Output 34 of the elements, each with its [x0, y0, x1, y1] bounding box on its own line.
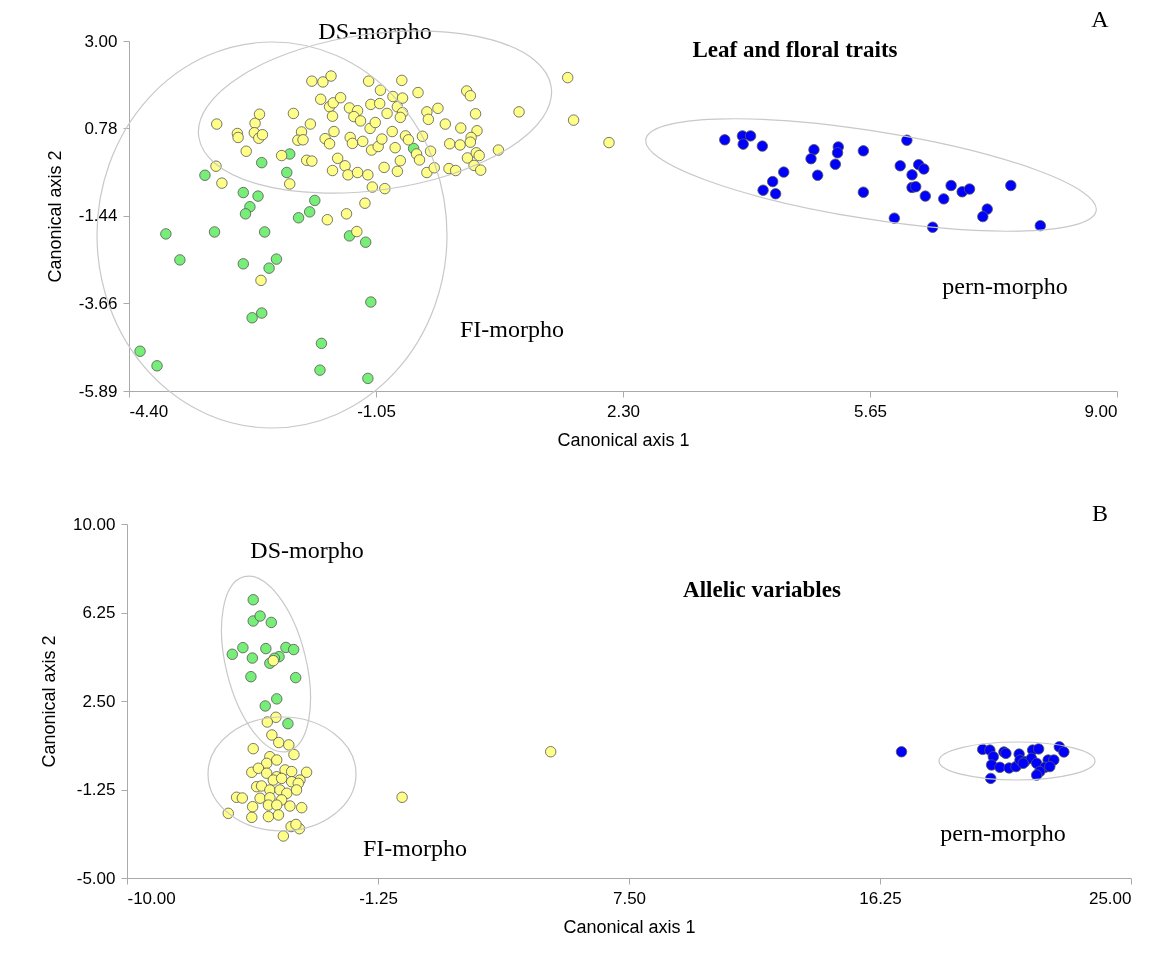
x-tick-label: 5.65 [853, 401, 888, 421]
y-tick-label: -5.00 [76, 868, 116, 888]
y-tick-label: 10.00 [72, 514, 116, 534]
x-axis-title: Canonical axis 1 [557, 429, 690, 450]
annotation: FI-morpho [460, 316, 564, 342]
text: A [1091, 6, 1110, 32]
x-tick-label: 9.00 [1084, 401, 1118, 421]
y-axis-title: Canonical axis 2 [38, 635, 59, 768]
chart-title: Leaf and floral traits [692, 37, 898, 62]
x-axis-title: Canonical axis 1 [563, 916, 696, 937]
annotation: FI-morpho [363, 835, 467, 861]
y-tick-label: 2.50 [82, 691, 116, 711]
x-tick-label: 16.25 [859, 888, 902, 908]
y-tick-label: 3.00 [84, 31, 118, 51]
y-tick-label: -1.25 [76, 780, 116, 799]
annotation: DS-morpho [250, 537, 364, 563]
annotation: pern-morpho [940, 820, 1066, 846]
annotation: pern-morpho [942, 273, 1068, 299]
y-tick-label: -3.66 [78, 293, 118, 313]
y-tick-label: -1.44 [78, 206, 118, 226]
x-tick-label: 7.50 [612, 888, 647, 908]
x-tick-label: -1.05 [357, 401, 396, 421]
y-tick-label: -5.89 [78, 381, 118, 401]
y-tick-label: 0.78 [84, 118, 118, 138]
x-tick-label: 2.30 [606, 401, 641, 421]
annotation: DS-morpho [318, 18, 432, 44]
text: Allelic variables [683, 577, 841, 602]
x-tick-label: -4.40 [129, 401, 169, 421]
annotation: B [1091, 500, 1109, 526]
x-tick-label: -1.25 [359, 888, 398, 908]
y-axis-title: Canonical axis 2 [44, 150, 65, 283]
y-tick-label: 6.25 [82, 603, 116, 622]
x-tick-label: -10.00 [127, 888, 176, 908]
x-tick-label: 25.00 [1088, 888, 1132, 908]
